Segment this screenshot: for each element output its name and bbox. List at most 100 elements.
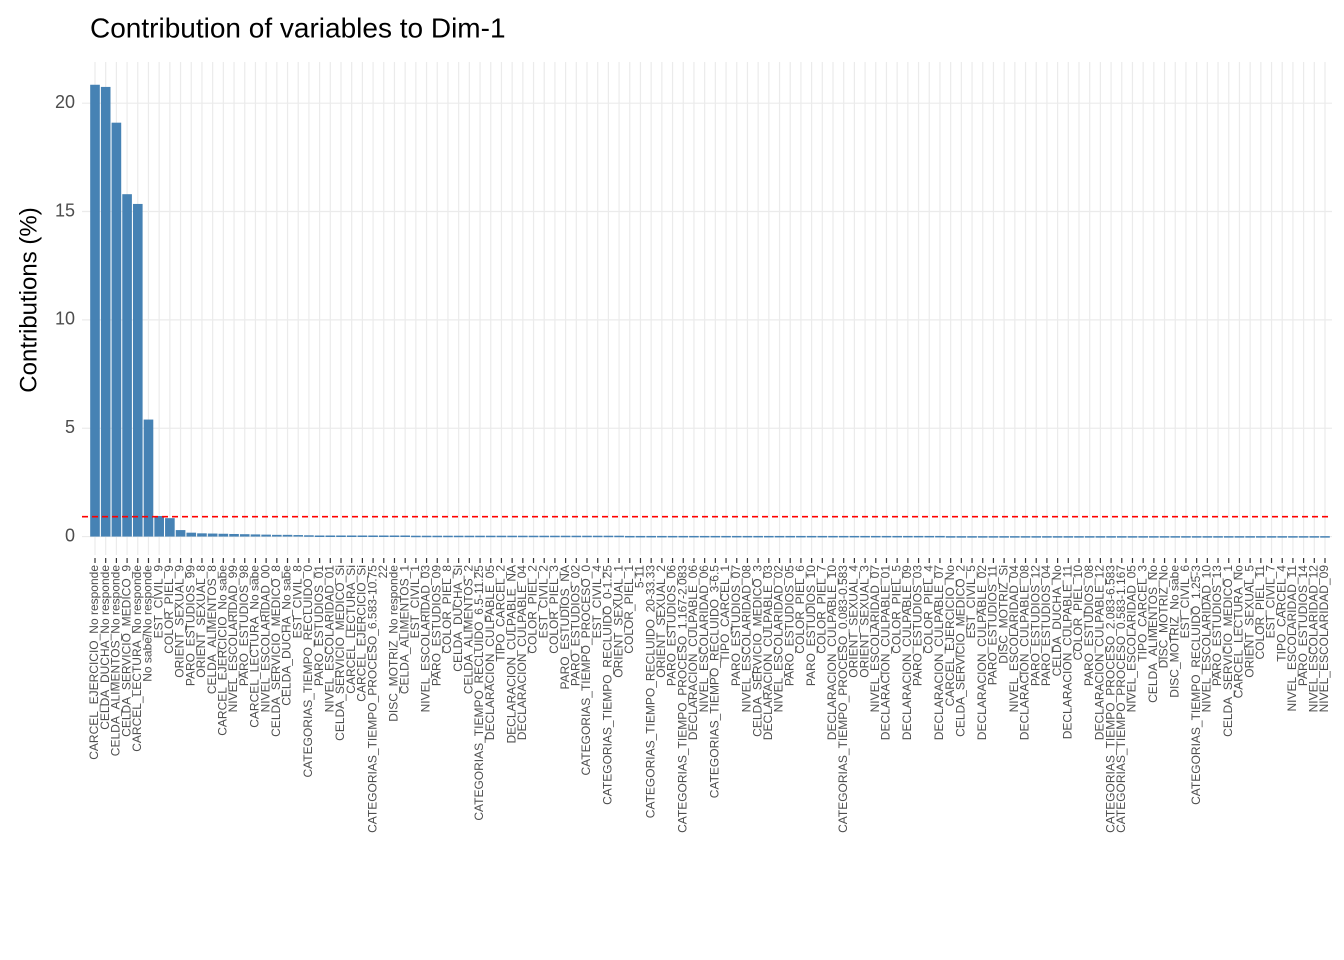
bar (1191, 536, 1202, 538)
x-tick-label: EST_CIVIL_2 (536, 565, 550, 639)
x-tick-label: EST_CIVIL_4 (590, 565, 604, 639)
bar (132, 203, 143, 537)
x-tick-label: DECLARACION_CULPABLE_11 (1060, 565, 1074, 740)
bar (1063, 536, 1074, 538)
x-tick-label: NIVEL_ESCOLARIDAD_01 (322, 565, 336, 713)
x-tick-label: NIVEL_ESCOLARIDAD_11 (1285, 565, 1299, 712)
bar (175, 530, 186, 537)
x-tick-label: TIPO_CARCEL_4 (1274, 565, 1288, 662)
bar (475, 535, 485, 538)
bar (443, 535, 453, 538)
bar (710, 535, 721, 538)
bar (731, 535, 742, 538)
bar (742, 535, 753, 538)
x-tick-label: 5-11 (633, 565, 647, 588)
x-tick-label: CELDA_DUCHA_No responde (98, 565, 112, 730)
x-tick-label: CARCEL_EJERCICIO_Si (355, 565, 369, 702)
bar (817, 535, 828, 538)
bar (1256, 536, 1266, 538)
x-tick-label: COLOR_PIEL_5 (889, 565, 903, 654)
bar (496, 535, 507, 538)
bar (624, 535, 635, 538)
x-tick-label: CATEGORIAS_TIEMPO_PROCESO_0 (579, 565, 593, 776)
bar (518, 535, 528, 538)
x-tick-label: No sabe/No responde (141, 565, 155, 682)
x-tick-label: PARO_ESTUDIOS_07 (729, 565, 743, 686)
y-tick-label: 15 (55, 200, 75, 220)
bar (1202, 536, 1213, 538)
bar (1149, 536, 1159, 538)
x-tick-label: COLOR_PIEL_11 (1253, 565, 1267, 660)
bar (657, 535, 667, 538)
bar (197, 533, 207, 537)
bar (1020, 536, 1031, 538)
bar (485, 535, 496, 538)
x-tick-label: NIVEL_ESCOLARIDAD_10 (1200, 565, 1214, 713)
bar (699, 535, 710, 538)
bar (560, 535, 571, 538)
bar (250, 534, 261, 537)
bar (1052, 536, 1063, 538)
x-tick-label: DISC_MOTRIZ_Si (996, 565, 1010, 664)
bar (90, 84, 100, 537)
x-tick-label: CARCEL_LECTURA_Si (344, 565, 358, 694)
x-tick-label: DECLARACION_CULPABLE_03 (761, 565, 775, 741)
bar (186, 532, 197, 537)
x-tick-label: NIVEL_ESCOLARIDAD_00 (258, 565, 272, 713)
bar (293, 535, 304, 537)
x-tick-label: EST_CIVIL_6 (1178, 565, 1192, 639)
bar (1074, 536, 1084, 538)
x-tick-label: PARO_ESTUDIOS_04 (1039, 565, 1053, 686)
bar (1181, 536, 1191, 538)
bar (1084, 536, 1095, 538)
x-tick-label: CELDA_SERVICIO_MEDICO_2 (954, 565, 968, 737)
bar (999, 536, 1009, 538)
x-tick-label: DECLARACION_CULPABLE_06 (686, 565, 700, 741)
bar (753, 535, 763, 538)
x-tick-label: CATEGORIAS_TIEMPO_RECLUIDO_6.5-11.25 (472, 565, 486, 821)
x-tick-label: PARO_ESTUDIOS_13 (1210, 565, 1224, 686)
x-tick-label: NIVEL_ESCOLARIDAD_06 (697, 565, 711, 713)
x-tick-label: ORIENT_SEXUAL_4 (847, 565, 861, 678)
bar (860, 535, 870, 538)
bar (689, 535, 699, 538)
x-tick-label: EST_CIVIL_5 (964, 565, 978, 639)
bar (635, 535, 646, 538)
x-tick-label: PARO_ESTUDIOS_02 (568, 565, 582, 686)
bar (1234, 536, 1245, 538)
x-tick-label: ORIENT_SEXUAL_1 (611, 565, 625, 678)
x-tick-label: PARO_ESTUDIOS_NA (558, 565, 572, 689)
x-tick-label: CATEGORIAS_TIEMPO_RECLUIDO_1.25-3 (1189, 565, 1203, 805)
x-tick-label: CELDA_ALIMENTOS_No responde (109, 565, 123, 757)
bar (646, 535, 656, 538)
bar (1116, 536, 1127, 538)
x-tick-label: COLOR_PIEL_7 (814, 565, 828, 654)
bar (539, 535, 550, 538)
x-tick-label: NIVEL_ESCOLARIDAD_12 (1306, 565, 1320, 713)
bar (464, 535, 475, 538)
bar (903, 535, 913, 538)
x-tick-label: DECLARACION_CULPABLE_09 (900, 565, 914, 741)
x-tick-label: CARCEL_EJERCICIO_No responde (87, 565, 101, 760)
bar (828, 535, 838, 538)
x-tick-label: EST_CIVIL_9 (151, 565, 165, 639)
bar (400, 535, 410, 537)
bar (411, 535, 421, 538)
x-tick-label: CARCEL_LECTURA_No sabe (248, 565, 262, 728)
bar (913, 535, 924, 538)
x-tick-label: EST_CIVIL_1 (408, 565, 422, 639)
x-tick-label: CELDA_DUCHA_No (1050, 565, 1064, 677)
x-tick-label: CELDA_ALIMENTOS_8 (205, 565, 219, 694)
x-tick-label: CATEGORIAS_TIEMPO_RECLUIDO_3-6.5 (708, 565, 722, 799)
bar (1309, 536, 1320, 538)
bar (111, 122, 122, 537)
bar (229, 533, 239, 537)
y-tick-label: 0 (65, 525, 75, 545)
x-tick-label: PARO_ESTUDIOS_03 (911, 565, 925, 686)
x-tick-label: DECLARACION_CULPABLE_12 (1093, 565, 1107, 741)
bar (935, 535, 945, 538)
x-tick-label: CATEGORIAS_TIEMPO_PROCESO_2.083-6.583 (1103, 565, 1117, 833)
x-tick-label: CELDA_ALIMENTOS_2 (462, 565, 476, 694)
x-tick-label: NIVEL_ESCOLARIDAD_07 (868, 565, 882, 713)
chart-title: Contribution of variables to Dim-1 (90, 12, 506, 43)
